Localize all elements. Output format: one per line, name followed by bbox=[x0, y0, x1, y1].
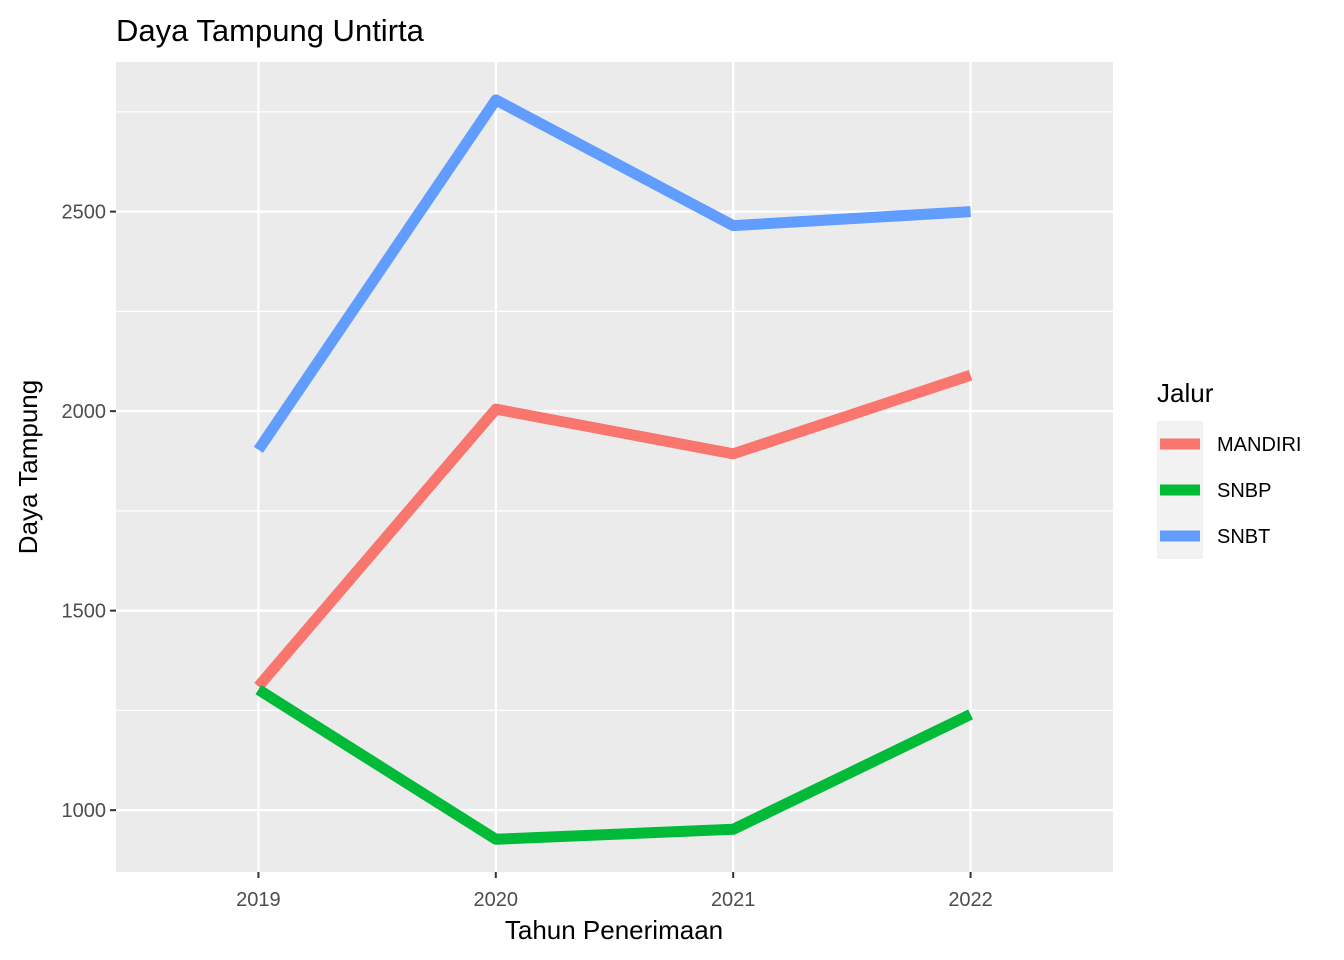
y-tick-label: 2500 bbox=[62, 202, 107, 224]
legend-label: MANDIRI bbox=[1217, 434, 1301, 456]
y-tick-label: 1000 bbox=[62, 800, 107, 822]
x-tick-label: 2019 bbox=[236, 889, 281, 911]
series-line-mandiri bbox=[254, 370, 973, 691]
x-tick-label: 2022 bbox=[948, 889, 993, 911]
x-axis-title: Tahun Penerimaan bbox=[505, 915, 723, 945]
plot-panel bbox=[116, 62, 1113, 872]
legend-label: SNBP bbox=[1217, 480, 1271, 502]
x-axis-ticks: 2019 2020 2021 2022 bbox=[236, 872, 993, 911]
y-axis-ticks: 1000 1500 2000 2500 bbox=[62, 202, 116, 822]
legend-title: Jalur bbox=[1157, 378, 1214, 408]
series-line-snbp bbox=[255, 684, 973, 845]
legend-label: SNBT bbox=[1217, 526, 1270, 548]
y-tick-label: 2000 bbox=[62, 401, 107, 423]
y-tick-label: 1500 bbox=[62, 601, 107, 623]
legend: Jalur MANDIRI SNBP SNBT bbox=[1157, 378, 1301, 559]
x-tick-label: 2020 bbox=[474, 889, 519, 911]
minor-gridlines bbox=[116, 111, 1113, 711]
x-tick-label: 2021 bbox=[711, 889, 756, 911]
series-line-snbt bbox=[253, 94, 971, 453]
y-axis-title: Daya Tampung bbox=[13, 380, 43, 554]
chart-title: Daya Tampung Untirta bbox=[116, 13, 425, 48]
series-lines bbox=[253, 94, 973, 845]
